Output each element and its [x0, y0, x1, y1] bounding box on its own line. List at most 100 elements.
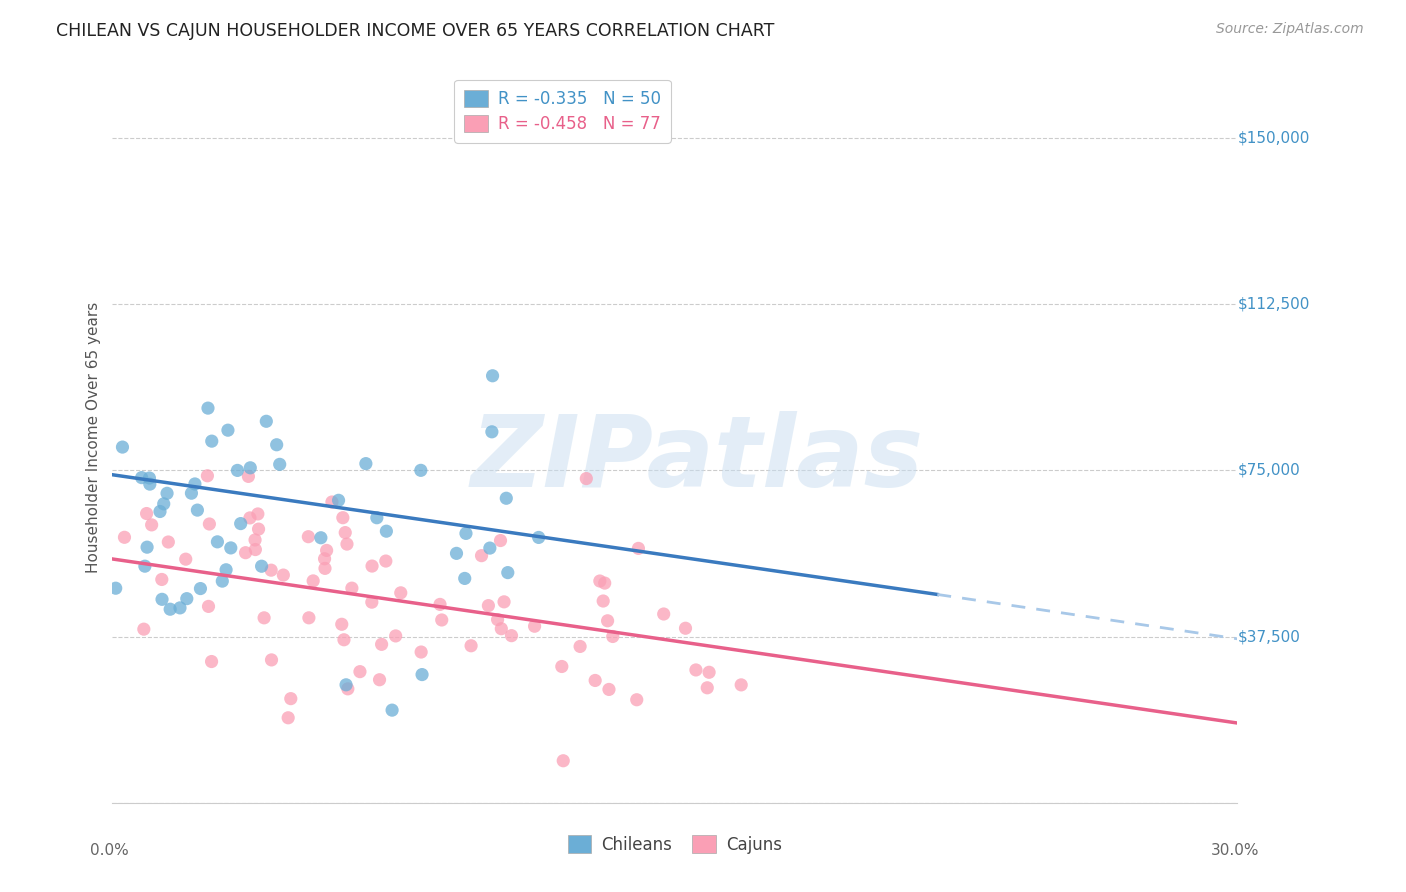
Point — [314, 561, 336, 575]
Point — [277, 711, 299, 725]
Point — [501, 629, 523, 643]
Point — [111, 440, 134, 454]
Point — [235, 546, 257, 560]
Point — [266, 438, 288, 452]
Point — [489, 533, 512, 548]
Point — [321, 495, 343, 509]
Point — [598, 682, 620, 697]
Point — [454, 571, 477, 585]
Point — [197, 599, 219, 614]
Point — [149, 504, 172, 518]
Point — [583, 673, 606, 688]
Point — [314, 551, 336, 566]
Point — [131, 470, 153, 484]
Point — [217, 423, 239, 437]
Point — [333, 632, 356, 647]
Point — [685, 663, 707, 677]
Point — [368, 673, 391, 687]
Point — [381, 703, 404, 717]
Point — [730, 678, 752, 692]
Point — [174, 552, 197, 566]
Point — [184, 477, 207, 491]
Text: 0.0%: 0.0% — [90, 843, 129, 858]
Point — [696, 681, 718, 695]
Point — [569, 640, 592, 654]
Point — [370, 637, 392, 651]
Point — [332, 510, 354, 524]
Point — [207, 534, 229, 549]
Point — [478, 541, 501, 555]
Point — [315, 543, 337, 558]
Point — [134, 559, 156, 574]
Point — [150, 592, 173, 607]
Point — [186, 503, 208, 517]
Point — [156, 486, 179, 500]
Text: ZIPatlas: ZIPatlas — [471, 410, 924, 508]
Point — [211, 574, 233, 588]
Point — [226, 463, 249, 477]
Point — [298, 611, 321, 625]
Point — [250, 559, 273, 574]
Point — [200, 655, 222, 669]
Point — [138, 471, 160, 485]
Point — [302, 574, 325, 588]
Point — [239, 511, 262, 525]
Point — [602, 630, 624, 644]
Text: $75,000: $75,000 — [1237, 463, 1301, 478]
Point — [335, 678, 357, 692]
Point — [349, 665, 371, 679]
Point — [229, 516, 252, 531]
Point — [243, 533, 266, 547]
Point — [446, 546, 468, 560]
Point — [169, 600, 191, 615]
Point — [190, 582, 212, 596]
Point — [470, 549, 492, 563]
Point — [460, 639, 482, 653]
Point — [273, 568, 295, 582]
Point — [135, 507, 157, 521]
Point — [429, 598, 451, 612]
Point — [411, 645, 433, 659]
Point — [575, 472, 598, 486]
Legend: Chileans, Cajuns: Chileans, Cajuns — [561, 829, 789, 860]
Point — [215, 563, 238, 577]
Point — [389, 586, 412, 600]
Point — [176, 591, 198, 606]
Point — [297, 530, 319, 544]
Point — [481, 425, 503, 439]
Point — [309, 531, 332, 545]
Point — [361, 559, 384, 574]
Point — [245, 542, 267, 557]
Point — [384, 629, 406, 643]
Point — [104, 581, 127, 595]
Point — [589, 574, 612, 588]
Point — [157, 535, 180, 549]
Point — [354, 457, 377, 471]
Point — [335, 525, 357, 540]
Text: $150,000: $150,000 — [1237, 130, 1309, 145]
Point — [198, 516, 221, 531]
Point — [247, 522, 270, 536]
Point — [114, 530, 136, 544]
Point — [330, 617, 353, 632]
Point — [675, 621, 697, 635]
Point — [486, 613, 509, 627]
Point — [366, 510, 388, 524]
Point — [411, 667, 433, 681]
Point — [360, 595, 382, 609]
Point — [260, 653, 283, 667]
Point — [430, 613, 453, 627]
Point — [340, 581, 363, 595]
Point — [197, 401, 219, 416]
Point — [481, 368, 503, 383]
Point — [280, 691, 302, 706]
Point — [592, 594, 614, 608]
Point — [239, 460, 262, 475]
Point — [328, 493, 350, 508]
Point — [253, 611, 276, 625]
Point — [496, 566, 519, 580]
Text: $112,500: $112,500 — [1237, 297, 1309, 311]
Point — [491, 622, 513, 636]
Point — [254, 414, 277, 428]
Text: CHILEAN VS CAJUN HOUSEHOLDER INCOME OVER 65 YEARS CORRELATION CHART: CHILEAN VS CAJUN HOUSEHOLDER INCOME OVER… — [56, 22, 775, 40]
